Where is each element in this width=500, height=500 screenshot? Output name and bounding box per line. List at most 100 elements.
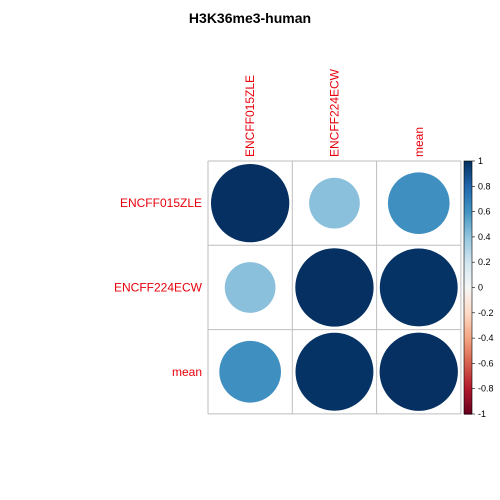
colorbar-segment bbox=[464, 267, 472, 271]
colorbar-segment bbox=[464, 198, 472, 203]
axis-labels: ENCFF015ZLE ENCFF224ECW mean ENCFF015ZLE ENC… bbox=[114, 68, 426, 378]
colorbar-segment bbox=[464, 373, 472, 377]
colorbar-segment bbox=[464, 274, 472, 278]
colorbar-segment bbox=[464, 305, 472, 309]
colorbar-segment bbox=[464, 183, 472, 187]
colorbar-segment bbox=[464, 333, 472, 337]
correlation-circle-0-0 bbox=[211, 164, 290, 243]
colorbar-segment bbox=[464, 393, 472, 397]
colorbar-segment bbox=[464, 292, 472, 296]
colorbar-segment bbox=[464, 249, 472, 253]
colorbar-tick-label: 0.2 bbox=[478, 257, 491, 267]
colorbar-segment bbox=[464, 262, 472, 266]
colorbar-segment bbox=[464, 239, 472, 243]
correlation-circle-1-2 bbox=[379, 248, 458, 327]
colorbar-segment bbox=[464, 378, 472, 382]
colorbar-segment bbox=[464, 186, 472, 190]
colorbar-segment bbox=[464, 312, 472, 316]
colorbar-segment bbox=[464, 209, 472, 213]
colorbar-segment bbox=[464, 295, 472, 299]
colorbar-segment bbox=[464, 360, 472, 364]
colorbar-segment bbox=[464, 376, 472, 380]
colorbar-segment bbox=[464, 338, 472, 342]
correlation-circle-2-0 bbox=[219, 340, 281, 403]
colorbar-segment bbox=[464, 214, 472, 218]
colorbar-segment bbox=[464, 178, 472, 182]
colorbar-segment bbox=[464, 216, 472, 220]
correlation-circle-2-2 bbox=[379, 332, 458, 411]
colorbar-segment bbox=[464, 310, 472, 314]
column-label: ENCFF015ZLE bbox=[243, 75, 257, 157]
colorbar-segment bbox=[464, 272, 472, 276]
colorbar-segment bbox=[464, 355, 472, 359]
colorbar-segment bbox=[464, 343, 472, 347]
colorbar-segment bbox=[464, 383, 472, 387]
colorbar-segment bbox=[464, 247, 472, 251]
colorbar-segment bbox=[464, 317, 472, 321]
correlation-circle-1-1 bbox=[295, 248, 374, 327]
row-label: ENCFF224ECW bbox=[114, 280, 203, 294]
colorbar-segment bbox=[464, 176, 472, 180]
colorbar-segment bbox=[464, 370, 472, 375]
colorbar-segment bbox=[464, 327, 472, 332]
colorbar-segment bbox=[464, 403, 472, 408]
colorbar-segment bbox=[464, 302, 472, 306]
colorbar-tick-label: -0.6 bbox=[478, 358, 494, 368]
colorbar-segment bbox=[464, 282, 472, 286]
colorbar-segment bbox=[464, 181, 472, 185]
colorbar-segment bbox=[464, 173, 472, 177]
colorbar-segment bbox=[464, 196, 472, 200]
colorbar-segment bbox=[464, 398, 472, 402]
colorbar-tick-label: -0.4 bbox=[478, 333, 494, 343]
colorbar-segment bbox=[464, 204, 472, 208]
colorbar-segment bbox=[464, 396, 472, 400]
colorbar-segment bbox=[464, 353, 472, 357]
colorbar-segment bbox=[464, 188, 472, 192]
colorbar-segment bbox=[464, 244, 472, 248]
colorbar-segment bbox=[464, 287, 472, 291]
colorbar-segment bbox=[464, 386, 472, 390]
colorbar-segment bbox=[464, 406, 472, 410]
matrix-grid bbox=[207, 160, 462, 415]
colorbar-segment bbox=[464, 171, 472, 175]
colorbar-segment bbox=[464, 358, 472, 362]
row-label: ENCFF015ZLE bbox=[120, 196, 202, 210]
colorbar-segment bbox=[464, 161, 472, 165]
colorbar-segment bbox=[464, 322, 472, 327]
correlation-circle-2-1 bbox=[295, 332, 374, 411]
colorbar-tick-label: 0.4 bbox=[478, 232, 491, 242]
colorbar-segment bbox=[464, 193, 472, 198]
colorbar-segment bbox=[464, 277, 472, 281]
colorbar-segment bbox=[464, 408, 472, 413]
colorbar-segment bbox=[464, 231, 472, 235]
colorbar-segment bbox=[464, 350, 472, 354]
colorbar-segment bbox=[464, 279, 472, 284]
colorbar-segment bbox=[464, 168, 472, 172]
colorbar-tick-label: 0.8 bbox=[478, 181, 491, 191]
colorbar-segment bbox=[464, 269, 472, 273]
colorbar-segment bbox=[464, 325, 472, 329]
colorbar-segment bbox=[464, 315, 472, 319]
colorbar-segment bbox=[464, 368, 472, 372]
row-label: mean bbox=[172, 365, 202, 379]
colorbar-segment bbox=[464, 206, 472, 210]
colorbar-segment bbox=[464, 363, 472, 367]
colorbar-segment bbox=[464, 166, 472, 170]
colorbar-tick-label: 0 bbox=[478, 283, 483, 293]
colorbar-segment bbox=[464, 307, 472, 311]
colorbar-segment bbox=[464, 391, 472, 395]
chart-title: H3K36me3-human bbox=[189, 10, 311, 26]
colorbar-segment bbox=[464, 236, 472, 241]
colorbar-segment bbox=[464, 241, 472, 246]
colorbar-segment bbox=[464, 345, 472, 349]
colorbar-segment bbox=[464, 401, 472, 405]
colorbar-segment bbox=[464, 163, 472, 167]
colorbar-segment bbox=[464, 381, 472, 385]
colorbar-tick-label: -0.8 bbox=[478, 384, 494, 394]
colorbar-segment bbox=[464, 191, 472, 195]
colorbar-segment bbox=[464, 219, 472, 223]
colorbar-tick-label: -1 bbox=[478, 409, 486, 419]
colorbar-segment bbox=[464, 252, 472, 256]
colorbar-segment bbox=[464, 300, 472, 304]
